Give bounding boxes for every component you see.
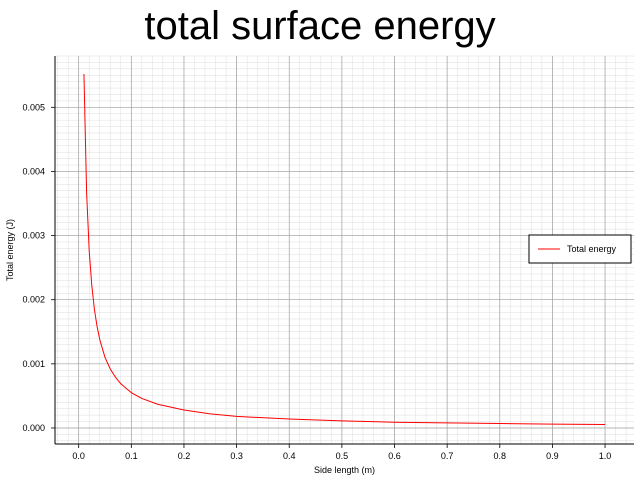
legend-label: Total energy xyxy=(567,244,617,254)
x-tick-label: 0.4 xyxy=(283,451,296,461)
ticks: 0.0 0.1 0.2 0.3 0.4 0.5 0.6 0.7 0.8 0.9 1.0 0.000 0.… xyxy=(22,102,611,461)
y-tick-label: 0.002 xyxy=(22,295,45,305)
x-tick-label: 1.0 xyxy=(599,451,612,461)
y-tick-label: 0.000 xyxy=(22,423,45,433)
y-axis-label: Total energy (J) xyxy=(5,219,15,281)
series-layer xyxy=(83,73,606,425)
legend: Total energy xyxy=(528,234,632,264)
y-tick-label: 0.001 xyxy=(22,359,45,369)
chart-title: total surface energy xyxy=(144,4,496,48)
y-tick-label: 0.005 xyxy=(22,102,45,112)
y-tick-label: 0.003 xyxy=(22,231,45,241)
x-tick-label: 0.7 xyxy=(441,451,454,461)
x-tick-label: 0.2 xyxy=(178,451,191,461)
x-tick-label: 0.6 xyxy=(388,451,401,461)
x-tick-label: 0.0 xyxy=(72,451,85,461)
x-tick-label: 0.9 xyxy=(546,451,559,461)
x-tick-label: 0.3 xyxy=(230,451,243,461)
y-tick-label: 0.004 xyxy=(22,166,45,176)
series-line xyxy=(83,73,606,425)
x-tick-label: 0.1 xyxy=(125,451,138,461)
x-tick-label: 0.5 xyxy=(336,451,349,461)
x-axis-label: Side length (m) xyxy=(314,465,375,475)
x-tick-label: 0.8 xyxy=(494,451,507,461)
axes xyxy=(54,56,634,445)
